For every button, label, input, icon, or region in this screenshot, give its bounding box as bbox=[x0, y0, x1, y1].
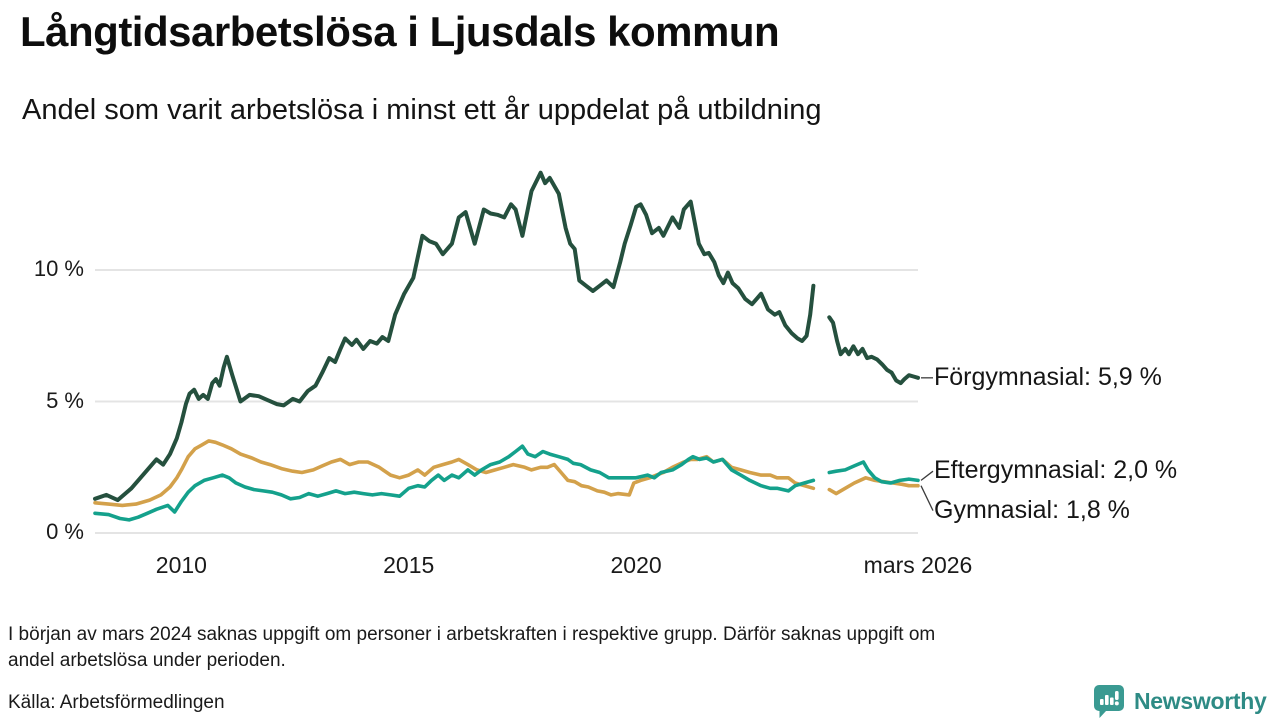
chart-footnote: I början av mars 2024 saknas uppgift om … bbox=[8, 622, 1248, 674]
y-tick-label: 5 % bbox=[46, 387, 84, 413]
leader-line bbox=[920, 470, 934, 481]
series-line bbox=[827, 315, 920, 386]
x-tick-label: mars 2026 bbox=[863, 552, 973, 578]
newsworthy-logo-text: Newsworthy bbox=[1134, 687, 1267, 714]
series-end-label: Förgymnasial: 5,9 % bbox=[934, 362, 1162, 391]
newsworthy-pin-barchart-icon bbox=[1094, 685, 1124, 718]
series-line bbox=[827, 475, 920, 496]
y-tick-label: 10 % bbox=[33, 256, 84, 281]
series-end-label: Eftergymnasial: 2,0 % bbox=[934, 456, 1178, 485]
page-title: Långtidsarbetslösa i Ljusdals kommun bbox=[20, 8, 780, 55]
x-tick-label: 2010 bbox=[155, 552, 207, 578]
series-line bbox=[93, 170, 816, 503]
y-tick-label: 0 % bbox=[46, 519, 84, 544]
series-line bbox=[93, 439, 816, 508]
page-subtitle: Andel som varit arbetslösa i minst ett å… bbox=[22, 94, 822, 126]
footnote-line: I början av mars 2024 saknas uppgift om … bbox=[8, 624, 936, 645]
series-line bbox=[93, 444, 816, 522]
source-note: Källa: Arbetsförmedlingen bbox=[8, 692, 225, 713]
x-tick-label: 2020 bbox=[610, 552, 662, 578]
leader-line bbox=[920, 485, 934, 511]
newsworthy-logo: Newsworthy bbox=[1092, 683, 1267, 719]
series-line bbox=[827, 460, 920, 485]
footnote-line: andel arbetslösa under perioden. bbox=[8, 650, 286, 672]
x-tick-label: 2015 bbox=[383, 552, 435, 578]
series-end-label: Gymnasial: 1,8 % bbox=[934, 495, 1130, 524]
